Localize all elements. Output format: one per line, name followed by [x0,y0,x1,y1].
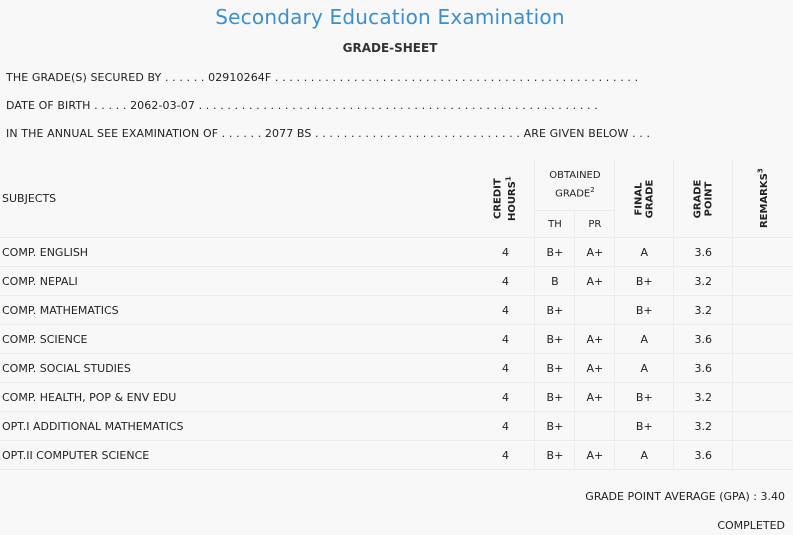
header-subjects: SUBJECTS [0,160,477,238]
credit-cell: 4 [476,324,536,354]
grade-point-cell: 3.2 [673,411,734,441]
pr-grade-cell: A+ [574,237,616,267]
table-row: OPT.I ADDITIONAL MATHEMATICS 4 B+ B+ 3.2 [0,411,793,441]
credit-cell: 4 [476,411,536,441]
credit-cell: 4 [476,353,536,383]
final-grade-cell: A [614,237,675,267]
header-pr: PR [574,210,616,238]
subject-cell: COMP. MATHEMATICS [0,295,477,325]
grade-point-cell: 3.2 [673,295,734,325]
header-th: TH [534,210,576,238]
pr-grade-cell: A+ [574,324,616,354]
subject-cell: OPT.II COMPUTER SCIENCE [0,440,477,470]
pr-grade-cell [574,411,616,441]
grade-point-cell: 3.2 [673,382,734,412]
credit-cell: 4 [476,382,536,412]
subject-cell: COMP. ENGLISH [0,237,477,267]
th-grade-cell: B+ [534,411,576,441]
table-row: COMP. HEALTH, POP & ENV EDU 4 B+ A+ B+ 3… [0,382,793,412]
subject-cell: COMP. HEALTH, POP & ENV EDU [0,382,477,412]
th-grade-cell: B+ [534,324,576,354]
credit-cell: 4 [476,237,536,267]
grade-point-cell: 3.6 [673,353,734,383]
th-grade-cell: B [534,266,576,296]
remarks-cell [732,382,793,412]
remarks-cell [732,440,793,470]
info-date-of-birth: DATE OF BIRTH . . . . . 2062-03-07 . . .… [6,99,598,112]
credit-cell: 4 [476,440,536,470]
header-obtained-grade: OBTAINED GRADE2 [534,160,616,211]
pr-grade-cell: A+ [574,382,616,412]
remarks-cell [732,411,793,441]
table-row: OPT.II COMPUTER SCIENCE 4 B+ A+ A 3.6 [0,440,793,470]
header-credit-hours: CREDIT HOURS1 [476,160,536,238]
th-grade-cell: B+ [534,382,576,412]
grade-point-cell: 3.6 [673,237,734,267]
header-remarks: REMARKS3 [732,160,793,238]
header-final-grade: FINAL GRADE [614,160,675,238]
info-secured-by: THE GRADE(S) SECURED BY . . . . . . 0291… [6,71,639,84]
subject-cell: OPT.I ADDITIONAL MATHEMATICS [0,411,477,441]
table-row: COMP. NEPALI 4 B A+ B+ 3.2 [0,266,793,296]
pr-grade-cell: A+ [574,353,616,383]
subject-cell: COMP. SOCIAL STUDIES [0,353,477,383]
page-title: Secondary Education Examination [215,5,565,29]
final-grade-cell: B+ [614,411,675,441]
remarks-cell [732,237,793,267]
pr-grade-cell: A+ [574,440,616,470]
remarks-cell [732,266,793,296]
th-grade-cell: B+ [534,353,576,383]
table-row: COMP. ENGLISH 4 B+ A+ A 3.6 [0,237,793,267]
pr-grade-cell: A+ [574,266,616,296]
final-grade-cell: A [614,324,675,354]
credit-cell: 4 [476,266,536,296]
credit-cell: 4 [476,295,536,325]
grade-point-cell: 3.6 [673,324,734,354]
th-grade-cell: B+ [534,237,576,267]
final-grade-cell: B+ [614,382,675,412]
grade-sheet-heading: GRADE-SHEET [342,41,438,55]
grades-table: SUBJECTS CREDIT HOURS1 OBTAINED GRADE2 FIN… [0,160,793,470]
result-status: COMPLETED [717,519,785,532]
gpa-summary: GRADE POINT AVERAGE (GPA) : 3.40 [585,490,785,503]
remarks-cell [732,295,793,325]
info-examination: IN THE ANNUAL SEE EXAMINATION OF . . . .… [6,127,651,140]
final-grade-cell: B+ [614,266,675,296]
pr-grade-cell [574,295,616,325]
final-grade-cell: A [614,440,675,470]
th-grade-cell: B+ [534,440,576,470]
remarks-cell [732,324,793,354]
subject-cell: COMP. SCIENCE [0,324,477,354]
grade-point-cell: 3.6 [673,440,734,470]
header-grade-point: GRADE POINT [673,160,734,238]
th-grade-cell: B+ [534,295,576,325]
remarks-cell [732,353,793,383]
final-grade-cell: A [614,353,675,383]
table-row: COMP. SOCIAL STUDIES 4 B+ A+ A 3.6 [0,353,793,383]
table-row: COMP. MATHEMATICS 4 B+ B+ 3.2 [0,295,793,325]
grade-point-cell: 3.2 [673,266,734,296]
table-row: COMP. SCIENCE 4 B+ A+ A 3.6 [0,324,793,354]
subject-cell: COMP. NEPALI [0,266,477,296]
final-grade-cell: B+ [614,295,675,325]
